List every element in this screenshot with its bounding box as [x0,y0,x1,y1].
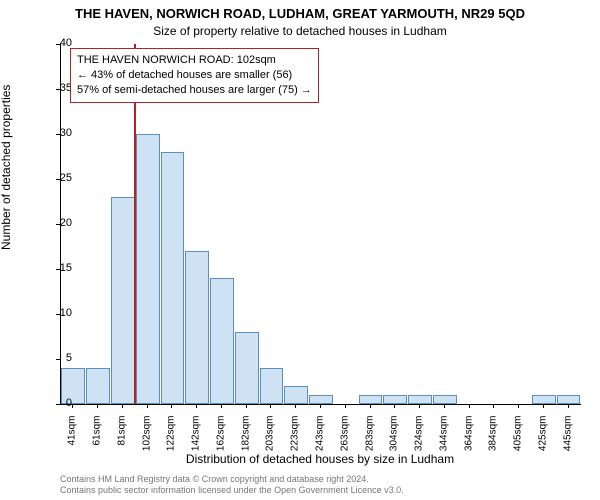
annotation-box: THE HAVEN NORWICH ROAD: 102sqm← 43% of d… [70,48,319,103]
chart-title: THE HAVEN, NORWICH ROAD, LUDHAM, GREAT Y… [0,6,600,21]
bar [136,134,160,404]
ytick-label: 5 [42,352,72,364]
credit-line-1: Contains HM Land Registry data © Crown c… [60,474,580,485]
xtick-mark [270,404,271,408]
bar [532,395,556,404]
bar [161,152,185,404]
xtick-label: 344sqm [438,416,449,466]
xtick-label: 223sqm [290,416,301,466]
ytick-mark [56,224,60,225]
bar [433,395,457,404]
credit-line-2: Contains public sector information licen… [60,485,580,496]
ytick-mark [56,134,60,135]
xtick-label: 324sqm [414,416,425,466]
xtick-mark [345,404,346,408]
bar [260,368,284,404]
xtick-mark [320,404,321,408]
xtick-label: 364sqm [463,416,474,466]
xtick-label: 263sqm [339,416,350,466]
ytick-label: 15 [42,262,72,274]
ytick-mark [56,179,60,180]
ytick-label: 0 [42,397,72,409]
bar [309,395,333,404]
xtick-mark [72,404,73,408]
xtick-label: 243sqm [315,416,326,466]
bar [359,395,383,404]
xtick-label: 425sqm [537,416,548,466]
ytick-mark [56,44,60,45]
ytick-mark [56,269,60,270]
xtick-label: 102sqm [141,416,152,466]
ytick-label: 20 [42,217,72,229]
xtick-mark [493,404,494,408]
xtick-mark [295,404,296,408]
xtick-label: 203sqm [265,416,276,466]
credits: Contains HM Land Registry data © Crown c… [60,474,580,497]
bar [185,251,209,404]
xtick-mark [568,404,569,408]
bar [284,386,308,404]
xtick-mark [370,404,371,408]
chart-subtitle: Size of property relative to detached ho… [0,24,600,38]
bar [210,278,234,404]
xtick-label: 445sqm [562,416,573,466]
xtick-mark [147,404,148,408]
xtick-mark [419,404,420,408]
ytick-mark [56,359,60,360]
xtick-label: 405sqm [513,416,524,466]
bar [111,197,135,404]
ytick-label: 30 [42,127,72,139]
bar [408,395,432,404]
xtick-mark [171,404,172,408]
xtick-label: 41sqm [67,416,78,466]
ytick-label: 25 [42,172,72,184]
xtick-mark [196,404,197,408]
annotation-line: ← 43% of detached houses are smaller (56… [77,68,312,83]
xtick-label: 304sqm [389,416,400,466]
xtick-mark [122,404,123,408]
ytick-label: 10 [42,307,72,319]
xtick-mark [444,404,445,408]
xtick-mark [394,404,395,408]
ytick-mark [56,314,60,315]
xtick-mark [97,404,98,408]
xtick-label: 81sqm [116,416,127,466]
xtick-label: 182sqm [240,416,251,466]
xtick-label: 61sqm [92,416,103,466]
xtick-label: 142sqm [191,416,202,466]
y-axis-label: Number of detached properties [0,85,13,250]
xtick-label: 283sqm [364,416,375,466]
annotation-line: 57% of semi-detached houses are larger (… [77,83,312,98]
bar [86,368,110,404]
xtick-label: 384sqm [488,416,499,466]
bar [557,395,581,404]
xtick-mark [221,404,222,408]
ytick-mark [56,404,60,405]
xtick-label: 162sqm [215,416,226,466]
ytick-label: 35 [42,82,72,94]
bar [235,332,259,404]
annotation-line: THE HAVEN NORWICH ROAD: 102sqm [77,53,312,68]
xtick-mark [469,404,470,408]
xtick-mark [518,404,519,408]
xtick-mark [246,404,247,408]
xtick-mark [543,404,544,408]
xtick-label: 122sqm [166,416,177,466]
bar [383,395,407,404]
ytick-label: 40 [42,37,72,49]
ytick-mark [56,89,60,90]
